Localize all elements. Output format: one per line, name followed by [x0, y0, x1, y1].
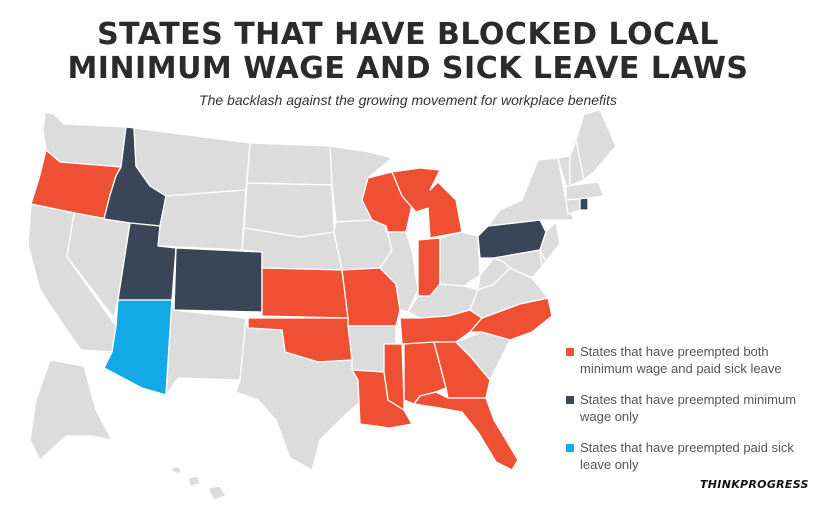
legend-item-sick-leave: States that have preempted paid sick lea…: [566, 439, 806, 473]
title-line-1: STATES THAT HAVE BLOCKED LOCAL: [97, 17, 719, 52]
state-south-dakota: [243, 182, 335, 238]
state-delaware: [539, 249, 547, 267]
state-massachusetts: [565, 181, 605, 201]
legend-swatch-minimum-wage: [566, 396, 574, 404]
state-maine: [575, 109, 617, 181]
subtitle: The backlash against the growing movemen…: [199, 92, 617, 108]
state-hawaii: [169, 465, 227, 501]
state-north-dakota: [246, 142, 333, 186]
title-line-2: MINIMUM WAGE AND SICK LEAVE LAWS: [67, 51, 749, 86]
state-montana: [133, 127, 251, 197]
legend-label-minimum-wage: States that have preempted minimum wage …: [580, 392, 797, 424]
state-illinois: [379, 225, 419, 313]
state-florida: [413, 391, 519, 471]
state-new-mexico: [165, 299, 247, 396]
state-texas: [235, 317, 363, 471]
legend-swatch-both: [566, 348, 574, 356]
state-ohio: [439, 231, 481, 287]
state-mississippi: [383, 343, 405, 411]
legend-label-both: States that have preempted both minimum …: [580, 344, 782, 376]
state-new-york: [487, 157, 575, 227]
state-rhode-island: [579, 197, 589, 211]
legend-item-both: States that have preempted both minimum …: [566, 343, 806, 377]
state-wyoming: [157, 189, 247, 251]
legend-swatch-sick-leave: [566, 444, 574, 452]
thinkprogress-logo: THINKPROGRESS: [700, 478, 809, 491]
state-alaska: [29, 359, 113, 461]
legend: States that have preempted both minimum …: [566, 343, 806, 487]
state-colorado: [173, 247, 263, 313]
legend-label-sick-leave: States that have preempted paid sick lea…: [580, 440, 794, 472]
legend-item-minimum-wage: States that have preempted minimum wage …: [566, 391, 806, 425]
state-kansas: [261, 267, 349, 319]
state-vermont: [557, 155, 571, 187]
